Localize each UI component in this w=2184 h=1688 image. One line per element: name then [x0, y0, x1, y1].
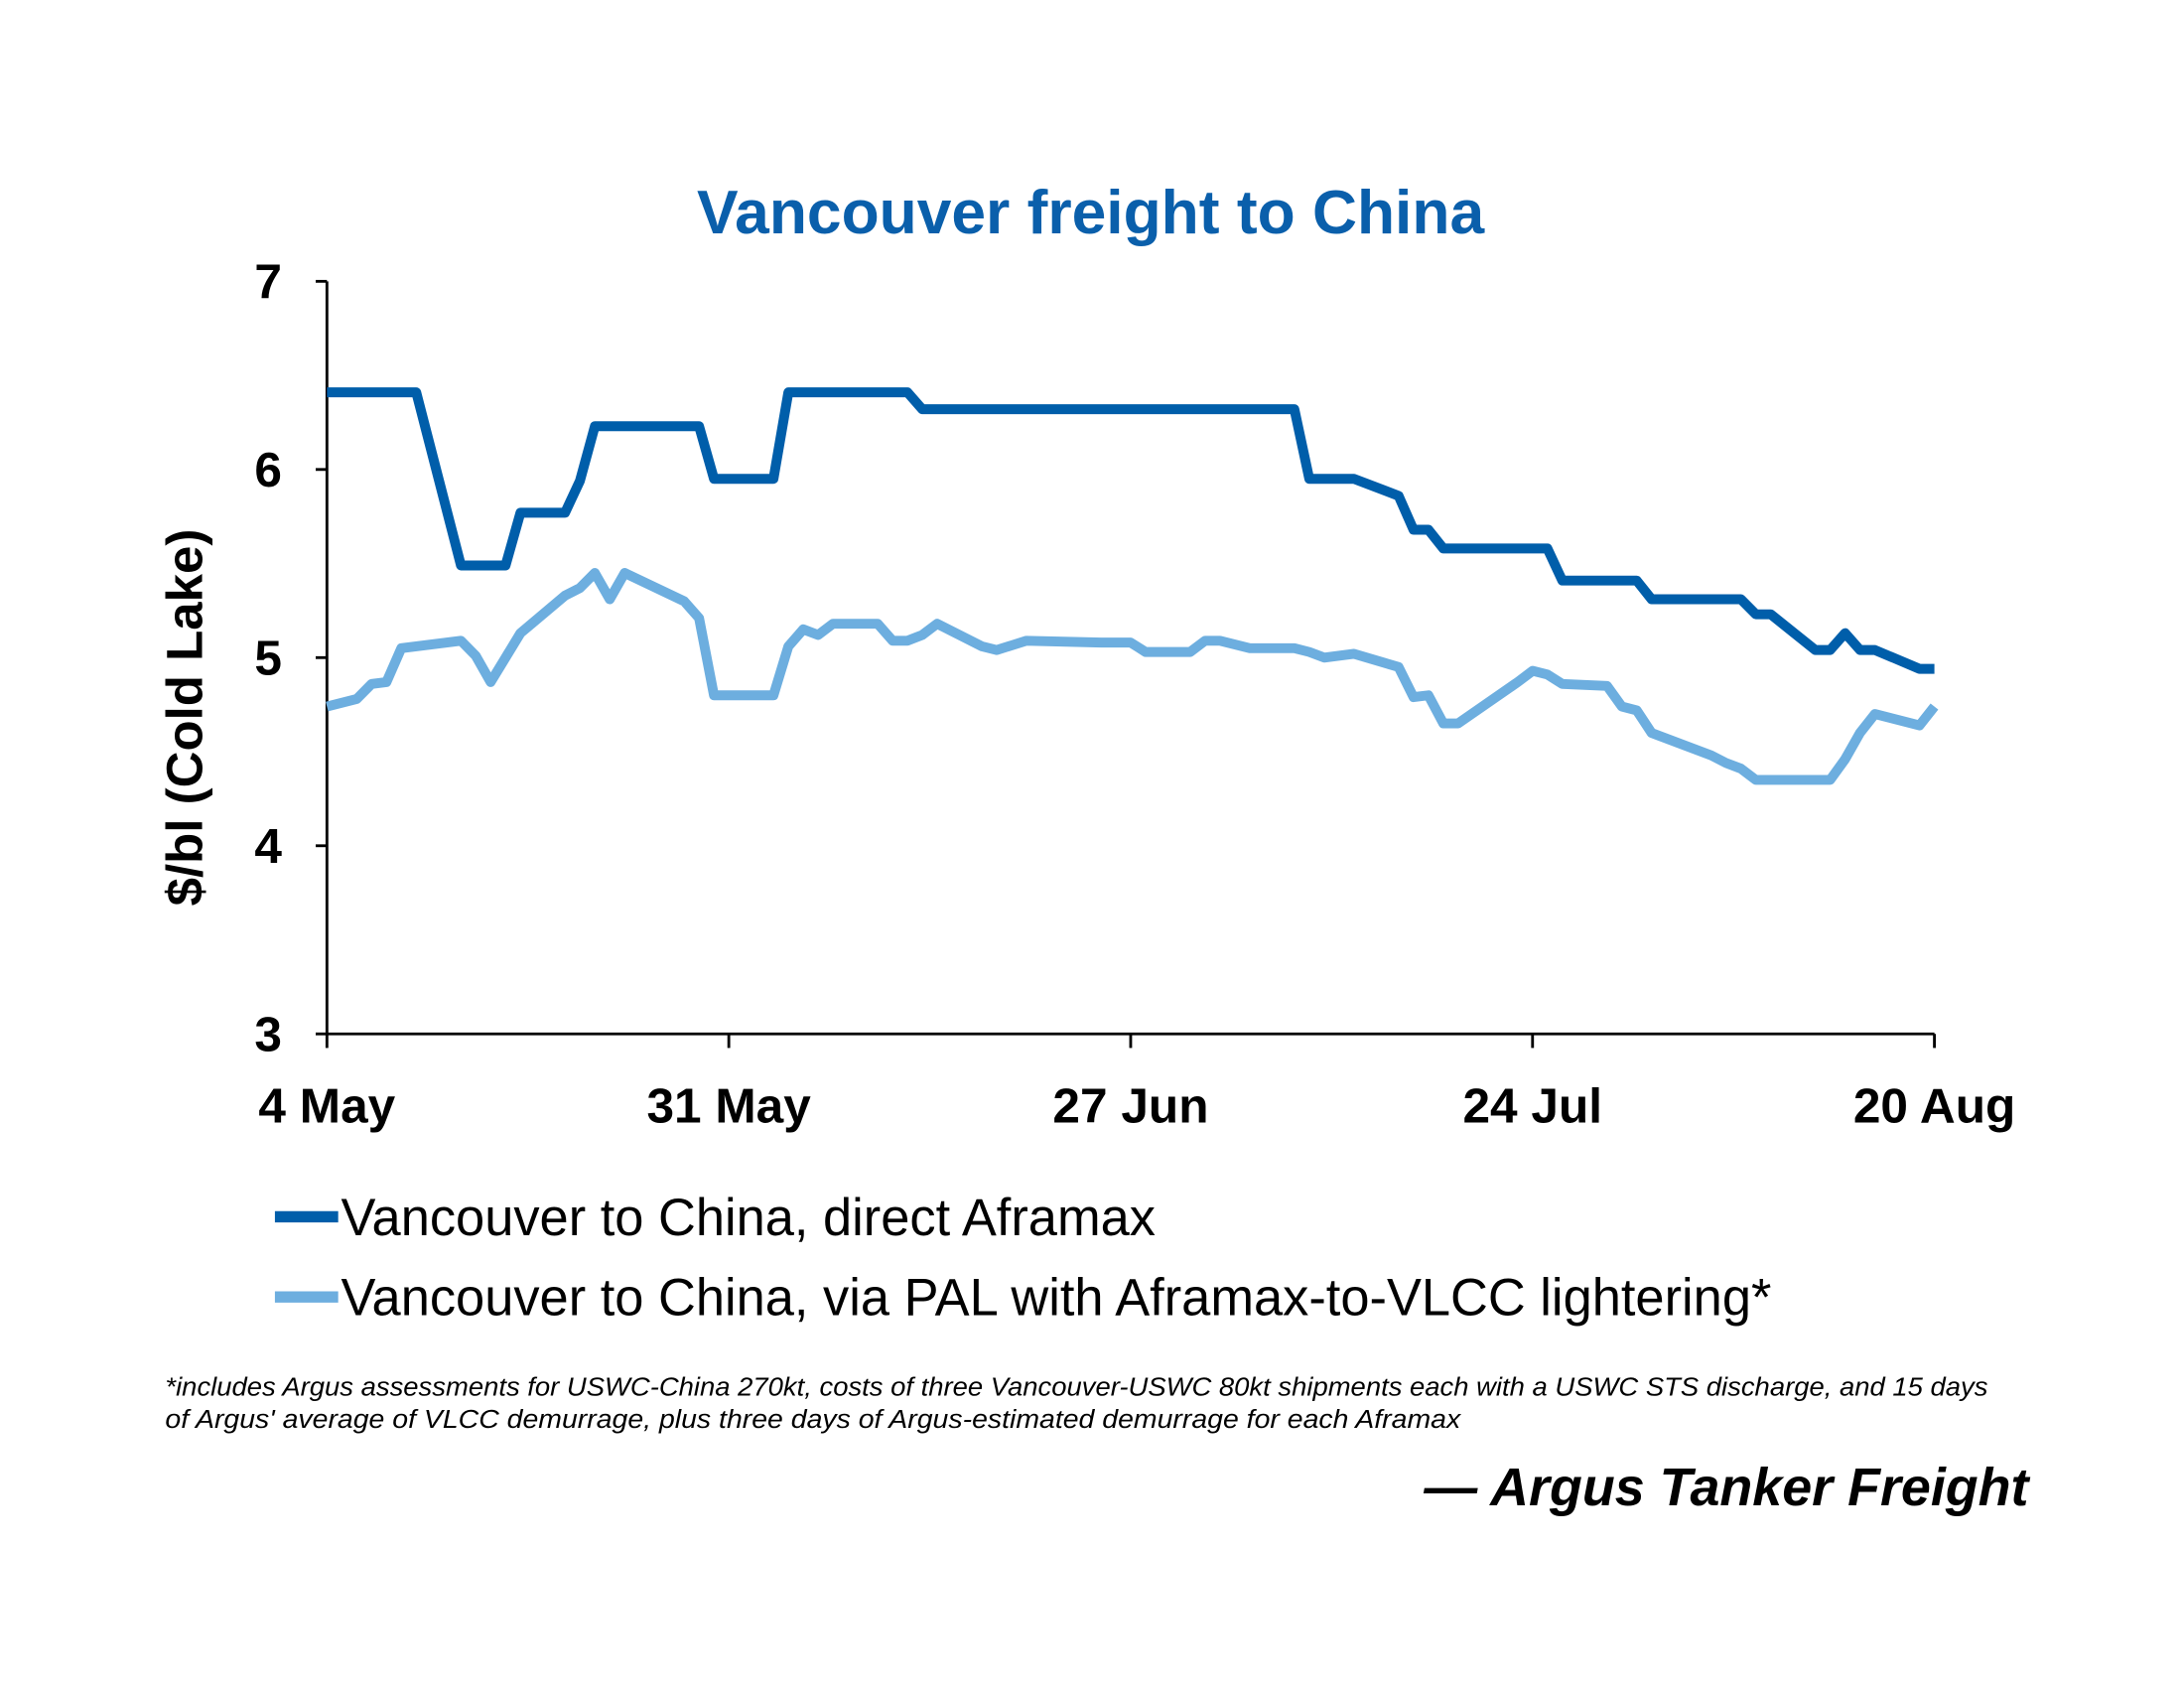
series-line-1 — [327, 387, 1935, 674]
y-tick-label: 3 — [254, 1006, 282, 1061]
footnote-line-2: of Argus' average of VLCC demurrage, plu… — [165, 1406, 1461, 1434]
x-tick-label: 20 Aug — [1853, 1078, 2015, 1134]
axes: 3 4 5 6 7 4 May 31 May 27 Jun 24 Jul 20 Aug — [254, 253, 2015, 1133]
x-tick-label: 31 May — [646, 1078, 811, 1134]
footnote-line-1: *includes Argus assessments for USWC-Chi… — [165, 1373, 1987, 1401]
x-tick-label: 4 May — [258, 1078, 395, 1134]
legend: Vancouver to China, direct Aframax Vancou… — [274, 1190, 1771, 1328]
y-tick-label: 6 — [254, 442, 282, 497]
x-tick-label: 24 Jul — [1462, 1078, 1602, 1134]
legend-label: Vancouver to China, direct Aframax — [341, 1190, 1155, 1247]
plot-lines — [326, 387, 1939, 785]
y-axis-label: $/bl (Cold Lake) — [156, 529, 212, 907]
x-tick-label: 27 Jun — [1052, 1078, 1208, 1134]
source-credit: — Argus Tanker Freight — [1423, 1458, 2030, 1517]
series-line-2 — [326, 568, 1939, 785]
y-tick-label: 7 — [254, 253, 282, 309]
y-tick-label: 5 — [254, 630, 282, 685]
legend-label: Vancouver to China, via PAL with Aframax… — [341, 1270, 1771, 1328]
chart-title: Vancouver freight to China — [697, 179, 1485, 247]
y-tick-label: 4 — [254, 818, 282, 874]
